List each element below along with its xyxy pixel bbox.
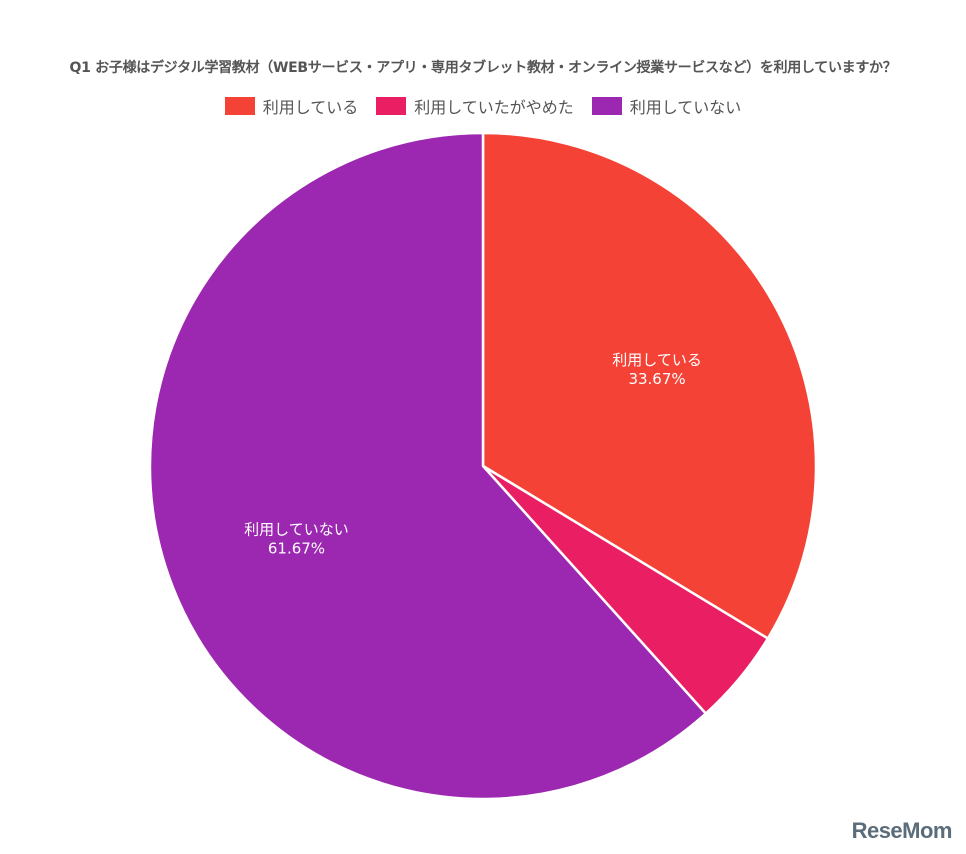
chart-title: Q1 お子様はデジタル学習教材（WEBサービス・アプリ・専用タブレット教材・オン… [69,60,897,76]
legend-swatch-using [224,97,255,115]
legend-label-not-using: 利用していない [629,98,742,117]
legend-label-stopped: 利用していたがやめた [414,98,574,117]
slice-label-using-value: 33.67% [628,370,685,388]
resemom-watermark: ReseMom [851,818,953,843]
slice-label-using-category: 利用している [612,351,702,369]
chart-legend: 利用している 利用していたがやめた 利用していない [0,94,966,118]
legend-swatch-stopped [376,97,407,115]
legend-label-using: 利用している [262,98,359,117]
pie-slice-using[interactable] [481,131,818,641]
slice-label-not-using-value: 61.67% [268,540,325,558]
legend-item-using[interactable]: 利用している [224,94,359,118]
slice-label-not-using-category: 利用していない [244,521,349,539]
legend-item-not-using[interactable]: 利用していない [591,94,742,118]
pie-slice-not-using[interactable] [148,131,708,801]
legend-item-stopped[interactable]: 利用していたがやめた [376,94,574,118]
legend-swatch-not-using [591,97,622,115]
